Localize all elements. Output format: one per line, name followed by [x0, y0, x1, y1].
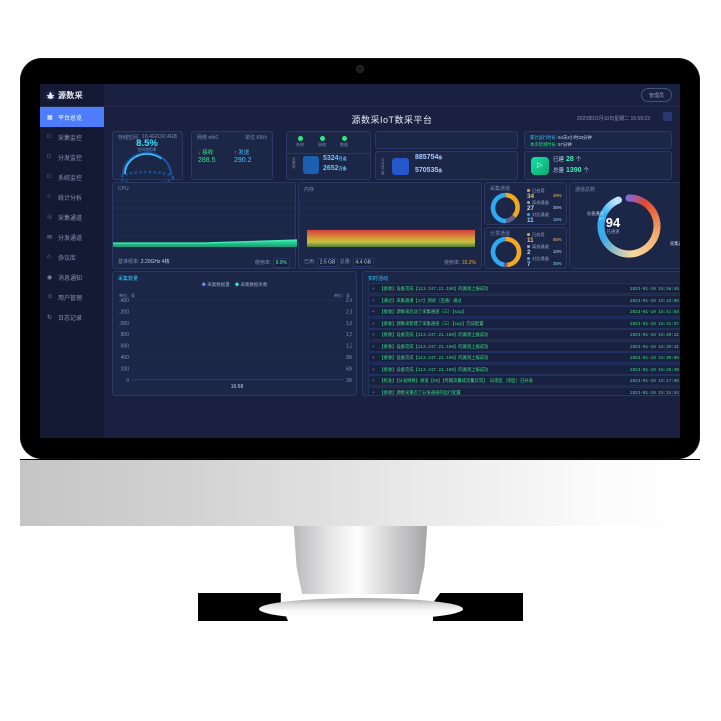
svg-text:16:58: 16:58 — [231, 384, 244, 390]
svg-text:400: 400 — [121, 355, 130, 361]
svg-text:300: 300 — [346, 378, 352, 384]
svg-text:1,200: 1,200 — [119, 309, 129, 315]
svg-text:1,200: 1,200 — [346, 344, 352, 350]
svg-text:1,400: 1,400 — [119, 298, 129, 304]
svg-text:600: 600 — [346, 366, 352, 372]
svg-text:200: 200 — [121, 366, 130, 372]
svg-text:900: 900 — [346, 355, 352, 361]
svg-text:1,500: 1,500 — [346, 332, 352, 338]
svg-text:600: 600 — [121, 344, 130, 350]
svg-text:0: 0 — [126, 378, 129, 384]
svg-text:2,400: 2,400 — [346, 298, 352, 304]
svg-text:1,800: 1,800 — [346, 321, 352, 327]
svg-text:1,000: 1,000 — [119, 321, 129, 327]
svg-text:2,100: 2,100 — [346, 309, 352, 315]
svg-text:800: 800 — [121, 332, 130, 338]
